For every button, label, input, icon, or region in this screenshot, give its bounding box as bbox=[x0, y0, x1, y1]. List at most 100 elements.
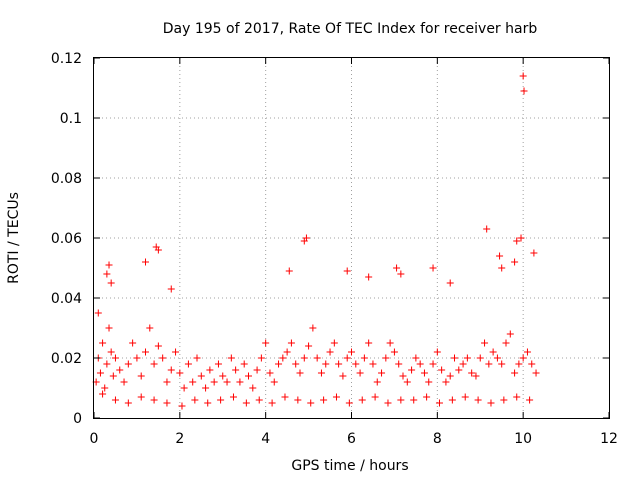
data-point bbox=[496, 252, 504, 260]
data-point bbox=[167, 366, 175, 374]
data-point bbox=[111, 354, 119, 362]
data-point bbox=[300, 354, 308, 362]
data-point bbox=[365, 273, 373, 281]
data-point bbox=[410, 396, 418, 404]
y-tick-label: 0.06 bbox=[51, 231, 82, 247]
data-point bbox=[384, 399, 392, 407]
data-point bbox=[403, 378, 411, 386]
data-point bbox=[498, 360, 506, 368]
data-point bbox=[142, 348, 149, 356]
data-point bbox=[116, 366, 124, 374]
data-point bbox=[435, 399, 443, 407]
data-point bbox=[294, 396, 302, 404]
data-point bbox=[393, 264, 401, 272]
data-point bbox=[309, 324, 317, 332]
data-point bbox=[219, 372, 227, 380]
data-point bbox=[191, 396, 199, 404]
data-point bbox=[487, 399, 495, 407]
data-points bbox=[92, 72, 540, 410]
data-point bbox=[229, 393, 237, 401]
chart-title: Day 195 of 2017, Rate Of TEC Index for r… bbox=[163, 21, 538, 37]
data-point bbox=[253, 366, 261, 374]
data-point bbox=[493, 354, 501, 362]
data-point bbox=[154, 342, 162, 350]
data-point bbox=[305, 342, 313, 350]
data-point bbox=[154, 246, 162, 254]
data-point bbox=[214, 360, 222, 368]
data-point bbox=[249, 384, 257, 392]
data-point bbox=[356, 369, 364, 377]
data-point bbox=[206, 366, 214, 374]
data-point bbox=[438, 366, 446, 374]
data-point bbox=[335, 360, 343, 368]
data-point bbox=[120, 378, 128, 386]
data-point bbox=[343, 267, 351, 275]
data-point bbox=[178, 402, 186, 410]
data-point bbox=[94, 309, 102, 317]
data-point bbox=[105, 261, 113, 269]
data-point bbox=[270, 378, 278, 386]
data-point bbox=[365, 339, 373, 347]
y-tick-label: 0.02 bbox=[51, 351, 82, 367]
data-point bbox=[193, 354, 201, 362]
data-point bbox=[408, 366, 416, 374]
data-point bbox=[137, 393, 145, 401]
data-point bbox=[468, 369, 476, 377]
data-point bbox=[96, 369, 104, 377]
data-point bbox=[266, 369, 274, 377]
data-point bbox=[397, 270, 405, 278]
data-point bbox=[103, 270, 111, 278]
data-point bbox=[520, 87, 528, 95]
data-point bbox=[332, 393, 340, 401]
data-point bbox=[459, 360, 467, 368]
data-point bbox=[210, 378, 218, 386]
data-point bbox=[268, 399, 276, 407]
data-point bbox=[107, 348, 115, 356]
data-point bbox=[101, 384, 109, 392]
data-point bbox=[285, 267, 293, 275]
y-tick-label: 0.04 bbox=[51, 291, 82, 307]
data-point bbox=[416, 360, 424, 368]
data-point bbox=[378, 369, 386, 377]
y-tick-label: 0 bbox=[73, 411, 82, 427]
data-point bbox=[302, 234, 310, 242]
data-point bbox=[390, 348, 398, 356]
data-point bbox=[395, 360, 403, 368]
data-point bbox=[371, 393, 379, 401]
data-point bbox=[150, 360, 158, 368]
data-point bbox=[425, 378, 433, 386]
data-point bbox=[500, 396, 508, 404]
data-point bbox=[528, 360, 536, 368]
data-point bbox=[412, 354, 420, 362]
data-point bbox=[429, 360, 437, 368]
data-point bbox=[343, 354, 351, 362]
data-point bbox=[109, 372, 117, 380]
data-point bbox=[103, 360, 111, 368]
data-point bbox=[420, 369, 428, 377]
data-point bbox=[485, 360, 493, 368]
data-point bbox=[99, 390, 107, 398]
data-point bbox=[217, 396, 225, 404]
y-tick-label: 0.08 bbox=[51, 171, 82, 187]
data-point bbox=[442, 378, 450, 386]
data-point bbox=[204, 399, 212, 407]
data-point bbox=[515, 360, 523, 368]
data-point bbox=[498, 264, 506, 272]
data-point bbox=[257, 354, 265, 362]
data-point bbox=[532, 369, 540, 377]
data-point bbox=[236, 378, 244, 386]
data-point bbox=[320, 396, 328, 404]
data-point bbox=[137, 372, 145, 380]
data-point bbox=[472, 372, 480, 380]
data-point bbox=[530, 249, 538, 257]
data-point bbox=[511, 369, 519, 377]
data-point bbox=[399, 372, 407, 380]
data-point bbox=[481, 339, 489, 347]
x-tick-label: 6 bbox=[347, 431, 356, 447]
data-point bbox=[513, 237, 521, 245]
data-point bbox=[283, 348, 291, 356]
data-point bbox=[296, 369, 304, 377]
x-tick-labels: 0 2 4 6 8 10 12 bbox=[90, 431, 618, 447]
data-point bbox=[167, 285, 175, 293]
